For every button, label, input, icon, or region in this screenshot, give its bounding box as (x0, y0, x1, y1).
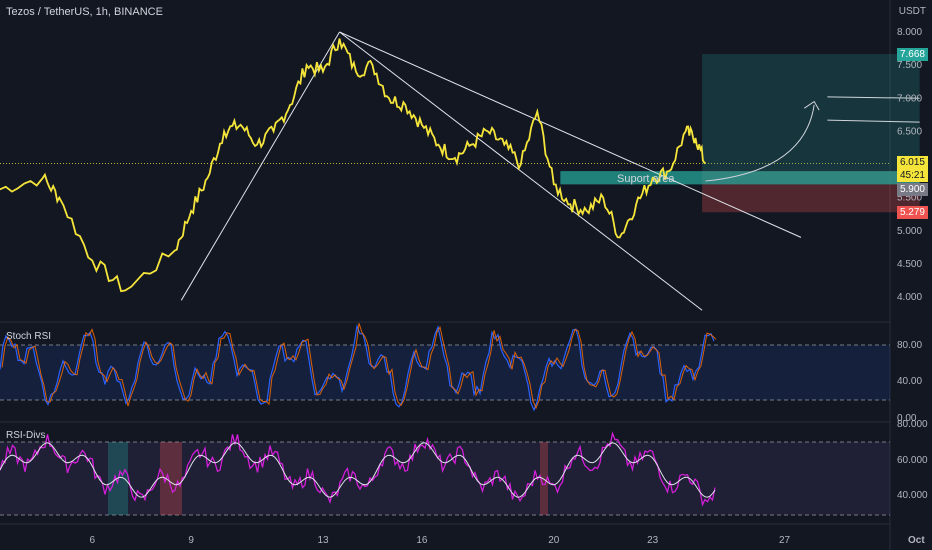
trendline (339, 31, 802, 238)
stoch-k-line (0, 323, 715, 412)
support-area-label: Suport area (617, 173, 675, 185)
projection-arrow (705, 104, 815, 182)
countdown-tag: 45:21 (896, 169, 928, 182)
stoch-band (0, 345, 890, 400)
stoch-tick-label: 80.00 (897, 340, 922, 351)
stoch-tick-label: 0.00 (897, 413, 917, 424)
support-zone (560, 171, 920, 185)
price-series-line (0, 38, 706, 293)
time-tick-label: 16 (416, 535, 428, 546)
currency-label[interactable]: USDT (898, 6, 926, 17)
price-tick-label: 8.000 (897, 27, 922, 38)
target-line (827, 119, 920, 123)
stoch-rsi-label: Stoch RSI (6, 331, 52, 342)
rsi-signal-line (0, 442, 716, 498)
time-tick-label: 9 (188, 535, 194, 546)
time-tick-label: 6 (90, 535, 96, 546)
price-tick-label: 7.000 (897, 93, 922, 104)
price-tick-label: 6.500 (897, 126, 922, 137)
rsi-tick-label: 60.000 (897, 455, 928, 466)
projection-arrow-head (804, 100, 820, 111)
target-price-tag: 7.668 (896, 48, 928, 61)
profit-zone (702, 53, 920, 172)
time-axis[interactable]: 691316202327Oct4 (90, 535, 932, 546)
stop-price-tag: 5.279 (896, 206, 928, 219)
time-tick-label: 23 (647, 535, 659, 546)
rsi-line (0, 431, 716, 507)
entry-price-tag: 5.900 (896, 183, 928, 196)
price-tick-label: 5.000 (897, 226, 922, 237)
rsi-band (0, 442, 890, 515)
trendline (180, 31, 340, 301)
time-tick-label: 13 (317, 535, 329, 546)
target-line (827, 96, 920, 99)
price-tick-label: 5.500 (897, 193, 922, 204)
divergence-zone (160, 442, 182, 515)
rsi-divs-label: RSI-Divs (6, 430, 46, 441)
time-tick-label: 20 (548, 535, 560, 546)
trendlines[interactable] (180, 31, 802, 311)
rsi-divs-pane: 80.000 60.000 40.000 (0, 419, 928, 516)
chart-title: Tezos / TetherUS, 1h, BINANCE (6, 6, 163, 18)
last-price-tag: 6.015 (896, 156, 928, 169)
rsi-tick-label: 80.000 (897, 419, 928, 430)
divergence-zone (540, 442, 548, 515)
price-axis[interactable]: 8.000 7.500 7.000 6.500 5.500 5.000 4.500 4.000 (897, 27, 922, 303)
price-tick-label: 4.000 (897, 292, 922, 303)
time-tick-label: Oct (908, 535, 925, 546)
stoch-d-line (1, 323, 717, 410)
stoch-rsi-pane: 80.00 40.00 0.00 (0, 323, 922, 424)
time-tick-label: 27 (779, 535, 791, 546)
trendline (339, 31, 703, 311)
price-tick-label: 4.500 (897, 259, 922, 270)
rsi-tick-label: 40.000 (897, 490, 928, 501)
stoch-tick-label: 40.00 (897, 376, 922, 387)
price-tick-label: 7.500 (897, 60, 922, 71)
position-tool[interactable] (560, 53, 920, 213)
grid (0, 0, 891, 550)
